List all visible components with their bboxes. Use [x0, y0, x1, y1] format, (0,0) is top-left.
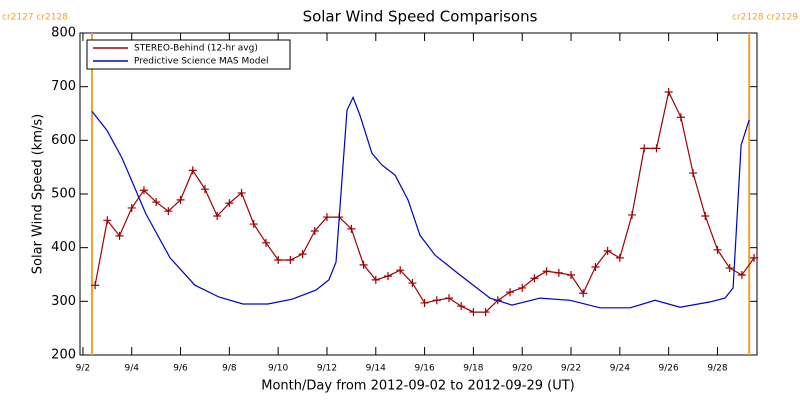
x-tick-label: 9/12 [317, 364, 337, 374]
data-point [213, 212, 222, 221]
data-point [542, 267, 551, 276]
data-point [347, 224, 356, 233]
data-point [591, 262, 600, 271]
y-tick-label: 800 [51, 26, 76, 41]
data-point [274, 256, 283, 265]
legend: STEREO-Behind (12-hr avg) Predictive Scie… [86, 39, 291, 70]
data-point [127, 203, 136, 212]
data-point [554, 268, 563, 277]
x-tick-label: 9/24 [610, 364, 630, 374]
data-point [152, 198, 161, 207]
x-tick-label: 9/22 [561, 364, 581, 374]
x-tick-label: 9/6 [173, 364, 188, 374]
x-tick-label: 9/8 [222, 364, 237, 374]
data-point [579, 289, 588, 298]
x-tick-label: 9/26 [659, 364, 679, 374]
data-point [188, 166, 197, 175]
x-tick-label: 9/28 [707, 364, 727, 374]
data-point [371, 275, 380, 284]
y-tick-label: 400 [51, 240, 76, 255]
legend-label: STEREO-Behind (12-hr avg) [134, 44, 258, 54]
data-point [481, 308, 490, 317]
chart-title: Solar Wind Speed Comparisons [303, 8, 538, 26]
data-point [396, 266, 405, 275]
data-point [359, 260, 368, 269]
data-point [286, 256, 295, 265]
data-point [701, 212, 710, 221]
data-point [469, 308, 478, 317]
y-tick-label: 700 [51, 79, 76, 94]
data-point [530, 274, 539, 283]
y-tick-label: 200 [51, 348, 76, 363]
data-point [628, 210, 637, 219]
x-tick-label: 9/14 [366, 364, 386, 374]
data-point [249, 220, 258, 229]
series-line [91, 95, 750, 309]
data-point [420, 298, 429, 307]
data-point [139, 186, 148, 195]
x-tick-label: 9/10 [268, 364, 288, 374]
data-point [664, 88, 673, 97]
data-point [676, 113, 685, 122]
data-point [713, 245, 722, 254]
y-tick-label: 300 [51, 294, 76, 309]
data-point [457, 302, 466, 311]
x-tick-label: 9/20 [512, 364, 532, 374]
data-point [225, 199, 234, 208]
data-point [200, 185, 209, 194]
data-point [91, 281, 100, 290]
x-tick-label: 9/4 [124, 364, 139, 374]
data-point [408, 279, 417, 288]
data-point [445, 294, 454, 303]
data-point [750, 253, 759, 262]
data-point [737, 271, 746, 280]
data-point [237, 188, 246, 197]
data-point [603, 246, 612, 255]
data-point [518, 283, 527, 292]
data-point [567, 271, 576, 280]
x-tick-label: 9/2 [76, 364, 90, 374]
y-tick-label: 600 [51, 133, 76, 148]
data-point [310, 227, 319, 236]
data-point [298, 250, 307, 259]
data-point [640, 144, 649, 153]
y-tick-label: 500 [51, 187, 76, 202]
data-point [115, 231, 124, 240]
data-point [506, 288, 515, 297]
data-point [652, 144, 661, 153]
rotation-label: cr2128 cr2129 [732, 13, 798, 23]
rotation-label: cr2127 cr2128 [2, 13, 68, 23]
legend-box [86, 39, 291, 70]
data-point [103, 216, 112, 225]
data-point [322, 213, 331, 222]
legend-label: Predictive Science MAS Model [134, 57, 269, 67]
data-point [432, 296, 441, 305]
x-tick-label: 9/18 [463, 364, 483, 374]
x-tick-label: 9/16 [414, 364, 434, 374]
data-point [725, 264, 734, 273]
data-point [164, 207, 173, 216]
data-point [689, 169, 698, 178]
data-point [261, 238, 270, 247]
data-point [615, 253, 624, 262]
data-point [383, 272, 392, 281]
x-axis-label: Month/Day from 2012-09-02 to 2012-09-29 … [261, 379, 574, 394]
y-axis-label: Solar Wind Speed (km/s) [31, 114, 46, 274]
data-point [176, 195, 185, 204]
